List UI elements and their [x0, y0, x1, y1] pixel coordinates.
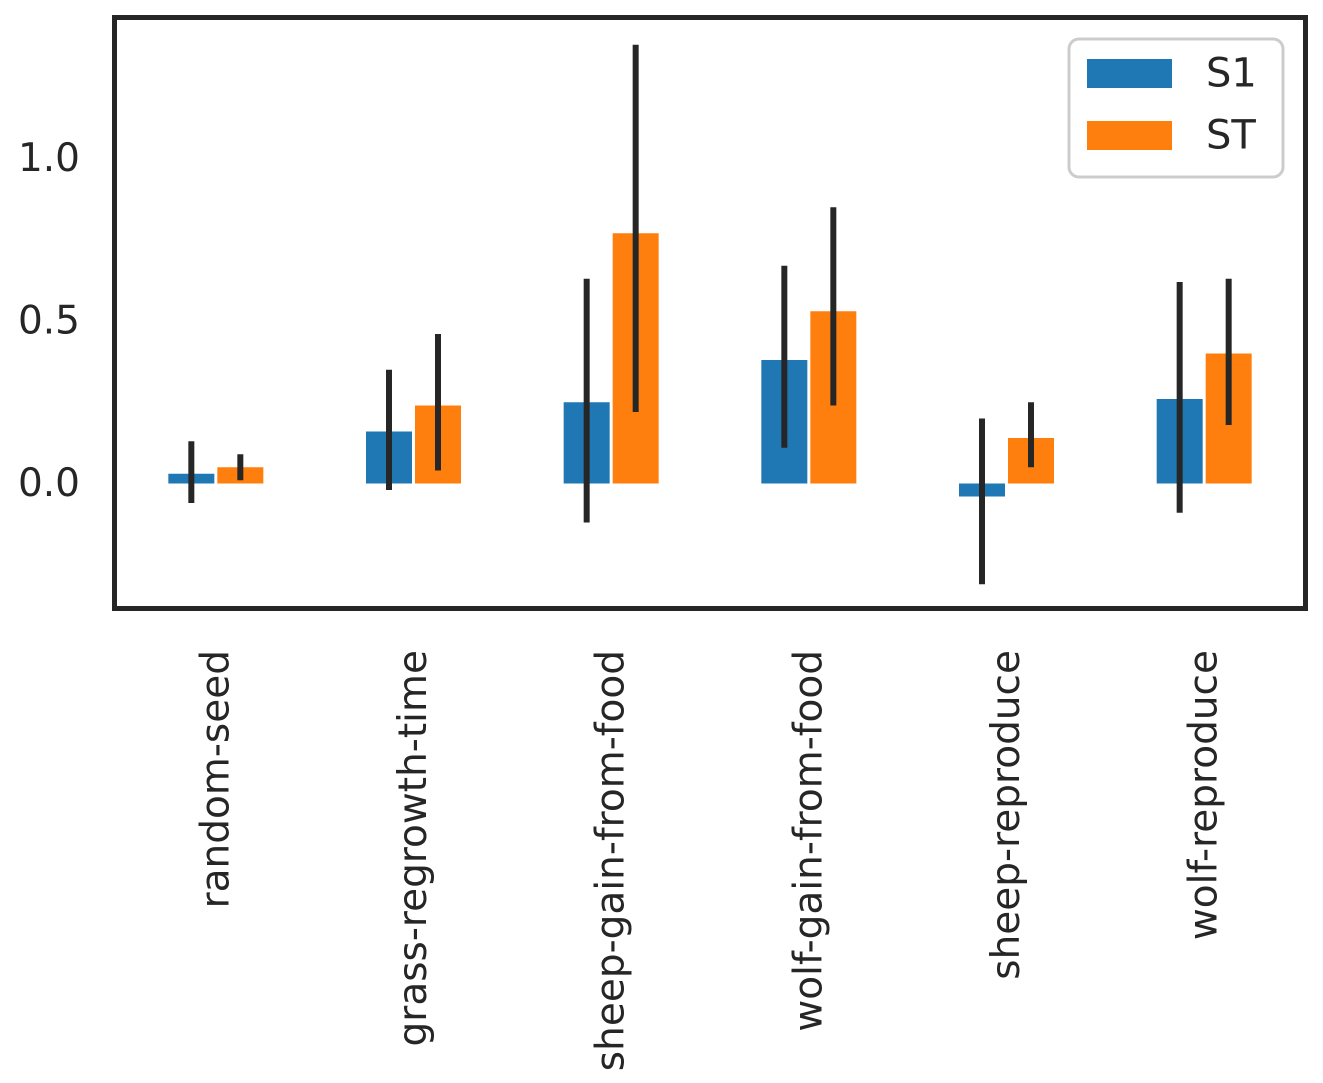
x-tick-label-sheep-gain-from-food: sheep-gain-from-food: [589, 650, 634, 1071]
plot-frame: [112, 15, 1308, 611]
legend-swatch-st: [1087, 121, 1172, 150]
x-tick-label-random-seed: random-seed: [193, 650, 238, 908]
x-tick-label-wolf-reproduce: wolf-reproduce: [1182, 650, 1227, 940]
legend-label-s1: S1: [1206, 51, 1257, 97]
y-tick-label-1.0: 1.0: [18, 136, 80, 181]
legend-label-st: ST: [1206, 113, 1256, 159]
x-tick-label-sheep-reproduce: sheep-reproduce: [984, 650, 1029, 980]
legend-swatch-s1: [1087, 59, 1172, 88]
y-tick-label-0.0: 0.0: [18, 461, 80, 506]
y-tick-label-0.5: 0.5: [18, 299, 80, 344]
x-tick-label-grass-regrowth-time: grass-regrowth-time: [391, 650, 436, 1046]
x-tick-label-wolf-gain-from-food: wolf-gain-from-food: [786, 650, 831, 1032]
